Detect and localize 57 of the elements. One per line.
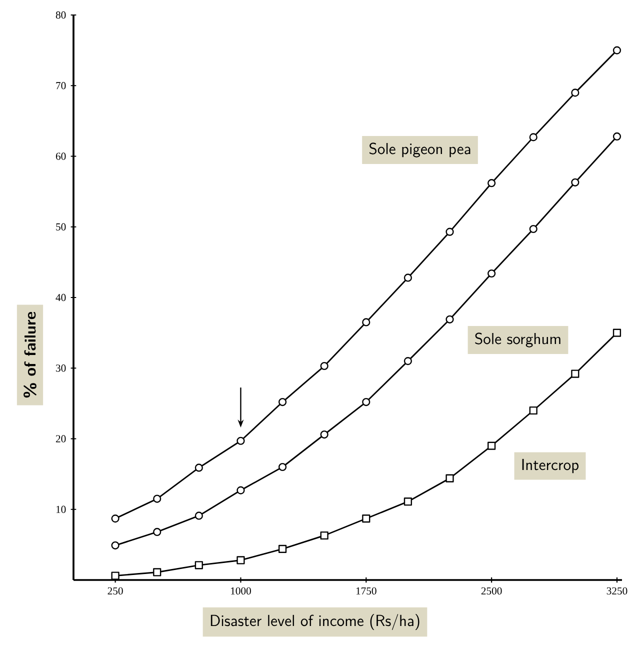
point <box>362 398 370 406</box>
point <box>446 474 454 482</box>
point <box>446 228 454 236</box>
point <box>487 269 496 278</box>
point <box>111 541 120 550</box>
point <box>236 436 245 445</box>
point <box>320 531 328 540</box>
point <box>111 572 120 580</box>
point <box>362 318 370 326</box>
point <box>153 528 162 536</box>
point <box>111 514 120 523</box>
point <box>153 568 162 576</box>
x-tick-label: 250 <box>108 587 123 595</box>
y-axis-title: % of failure <box>24 312 36 398</box>
y-tick-label: 30 <box>56 364 66 372</box>
point <box>612 328 622 337</box>
y-tick-label: 40 <box>56 294 66 302</box>
point <box>612 132 622 141</box>
point <box>236 486 245 494</box>
y-tick-label: 20 <box>56 435 66 442</box>
series-label: Sole pigeon pea <box>369 142 470 158</box>
point <box>446 315 454 324</box>
point <box>571 370 580 378</box>
point <box>487 442 496 450</box>
point <box>404 498 412 506</box>
point <box>278 398 287 406</box>
x-axis-title: Disaster level of income (Rs/ha) <box>210 614 420 630</box>
point <box>278 544 287 553</box>
x-tick-label: 1000 <box>231 587 251 595</box>
point <box>404 274 412 282</box>
point <box>278 462 287 472</box>
series-label: Sole sorghum <box>475 332 560 348</box>
point <box>153 494 162 503</box>
x-tick-label: 3250 <box>606 587 628 595</box>
point <box>236 556 245 564</box>
point <box>529 224 538 234</box>
point <box>194 561 203 570</box>
x-tick-label: 1750 <box>356 587 376 595</box>
point <box>612 46 622 54</box>
point <box>404 357 412 366</box>
y-tick-label: 70 <box>56 82 66 90</box>
point <box>362 514 370 523</box>
point <box>194 512 203 520</box>
x-tick-label: 2500 <box>481 587 502 595</box>
y-tick-label: 10 <box>56 506 66 513</box>
y-tick-label: 80 <box>56 11 66 19</box>
point <box>529 133 538 142</box>
y-tick-label: 50 <box>56 223 66 230</box>
series-label: Intercrop <box>522 458 578 474</box>
point <box>571 88 580 97</box>
point <box>320 430 328 439</box>
point <box>487 179 496 188</box>
point <box>194 464 203 472</box>
point <box>320 362 328 370</box>
point <box>571 178 580 186</box>
point <box>529 406 538 415</box>
y-tick-label: 60 <box>56 152 66 160</box>
